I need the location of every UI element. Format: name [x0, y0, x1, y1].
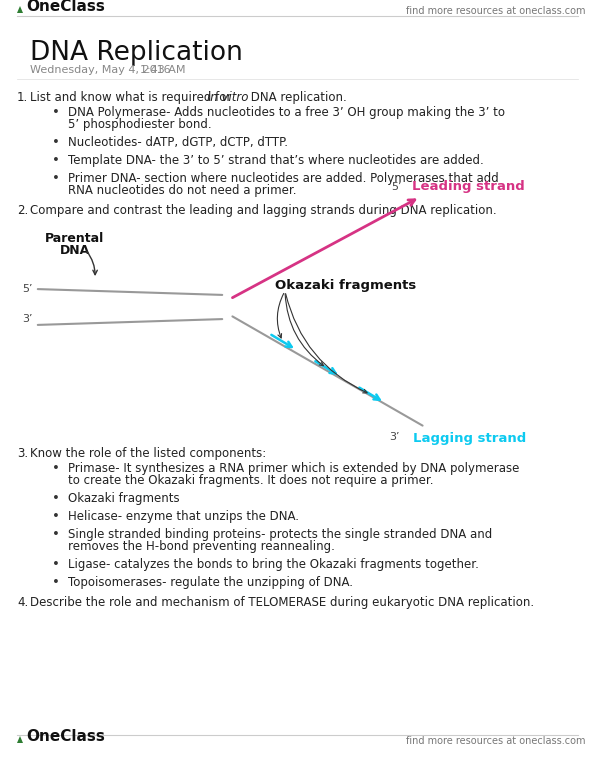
Text: Compare and contrast the leading and lagging strands during DNA replication.: Compare and contrast the leading and lag… — [30, 204, 497, 217]
Text: Know the role of the listed components:: Know the role of the listed components: — [30, 447, 266, 460]
Text: Ligase- catalyzes the bonds to bring the Okazaki fragments together.: Ligase- catalyzes the bonds to bring the… — [68, 558, 479, 571]
Text: Primer DNA- section where nucleotides are added. Polymerases that add: Primer DNA- section where nucleotides ar… — [68, 172, 499, 185]
Text: to create the Okazaki fragments. It does not require a primer.: to create the Okazaki fragments. It does… — [68, 474, 434, 487]
Text: Nucleotides- dATP, dGTP, dCTP, dTTP.: Nucleotides- dATP, dGTP, dCTP, dTTP. — [68, 136, 288, 149]
Text: 3.: 3. — [17, 447, 28, 460]
Text: OneClass: OneClass — [26, 729, 105, 744]
Text: DNA replication.: DNA replication. — [247, 91, 347, 104]
Text: 3’: 3’ — [390, 432, 400, 442]
Text: 5’: 5’ — [22, 284, 33, 294]
Text: 1:43 AM: 1:43 AM — [140, 65, 186, 75]
Text: find more resources at oneclass.com: find more resources at oneclass.com — [406, 6, 585, 16]
Text: 3’: 3’ — [22, 314, 33, 324]
Text: Leading strand: Leading strand — [412, 180, 525, 193]
Text: Parental: Parental — [45, 232, 105, 245]
Text: •: • — [52, 172, 60, 185]
Text: Describe the role and mechanism of TELOMERASE during eukaryotic DNA replication.: Describe the role and mechanism of TELOM… — [30, 596, 534, 609]
Text: 5’: 5’ — [392, 182, 402, 192]
Polygon shape — [17, 736, 23, 743]
Text: •: • — [52, 106, 60, 119]
Text: •: • — [52, 558, 60, 571]
Polygon shape — [17, 6, 23, 13]
Text: List and know what is required for: List and know what is required for — [30, 91, 235, 104]
Text: 5’ phosphodiester bond.: 5’ phosphodiester bond. — [68, 118, 212, 131]
Text: DNA Polymerase- Adds nucleotides to a free 3’ OH group making the 3’ to: DNA Polymerase- Adds nucleotides to a fr… — [68, 106, 505, 119]
Text: Single stranded binding proteins- protects the single stranded DNA and: Single stranded binding proteins- protec… — [68, 528, 492, 541]
Text: •: • — [52, 136, 60, 149]
Text: •: • — [52, 528, 60, 541]
Text: •: • — [52, 492, 60, 505]
Text: OneClass: OneClass — [26, 0, 105, 14]
Text: find more resources at oneclass.com: find more resources at oneclass.com — [406, 736, 585, 746]
Text: Helicase- enzyme that unzips the DNA.: Helicase- enzyme that unzips the DNA. — [68, 510, 299, 523]
Text: •: • — [52, 576, 60, 589]
Text: Okazaki fragments: Okazaki fragments — [275, 279, 416, 292]
Text: Template DNA- the 3’ to 5’ strand that’s where nucleotides are added.: Template DNA- the 3’ to 5’ strand that’s… — [68, 154, 484, 167]
Text: Okazaki fragments: Okazaki fragments — [68, 492, 180, 505]
Text: •: • — [52, 510, 60, 523]
Text: removes the H-bond preventing reannealing.: removes the H-bond preventing reannealin… — [68, 540, 335, 553]
Text: 4.: 4. — [17, 596, 28, 609]
Text: in vitro: in vitro — [207, 91, 249, 104]
Text: Wednesday, May 4, 2016: Wednesday, May 4, 2016 — [30, 65, 171, 75]
Text: RNA nucleotides do not need a primer.: RNA nucleotides do not need a primer. — [68, 184, 296, 197]
Text: Topoisomerases- regulate the unzipping of DNA.: Topoisomerases- regulate the unzipping o… — [68, 576, 353, 589]
Text: •: • — [52, 154, 60, 167]
Text: DNA Replication: DNA Replication — [30, 40, 243, 66]
Text: Lagging strand: Lagging strand — [413, 432, 526, 445]
Text: Primase- It synthesizes a RNA primer which is extended by DNA polymerase: Primase- It synthesizes a RNA primer whi… — [68, 462, 519, 475]
Text: DNA: DNA — [60, 244, 90, 257]
Text: •: • — [52, 462, 60, 475]
Text: 1.: 1. — [17, 91, 28, 104]
Text: 2.: 2. — [17, 204, 28, 217]
